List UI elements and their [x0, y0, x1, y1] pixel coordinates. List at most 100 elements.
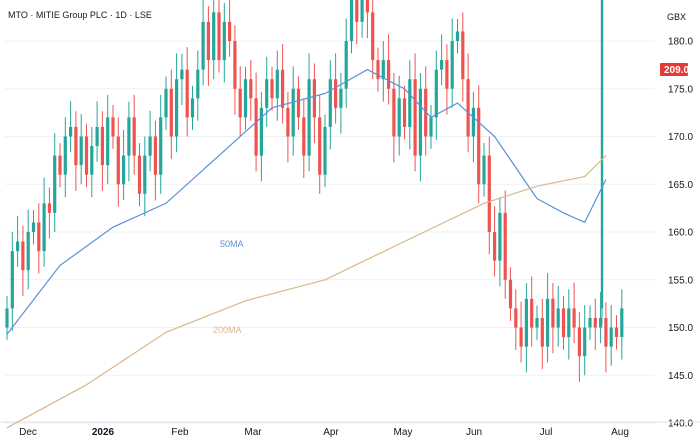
candle-body [196, 69, 200, 99]
candle-body [190, 98, 195, 118]
candlestick-series [5, 0, 624, 382]
candle-body [471, 107, 475, 137]
candle-body [413, 79, 417, 156]
candle-body [90, 146, 94, 175]
candle-body [514, 308, 518, 328]
candle-body [344, 41, 348, 89]
candle-body [42, 203, 46, 252]
y-tick-label: 140.0 [668, 419, 693, 430]
candle-body [387, 60, 391, 89]
candle-body [609, 327, 613, 347]
candle-body [10, 251, 14, 309]
candle-body [614, 327, 619, 338]
candle-body [212, 12, 216, 61]
candle-body [519, 327, 523, 347]
candle-body [122, 155, 126, 185]
candle-body [69, 126, 73, 137]
y-tick-label: 160.0 [668, 228, 693, 239]
candle-body [79, 136, 83, 166]
candle-body [328, 79, 332, 127]
last-price-marker: 209.0 [660, 63, 689, 76]
x-tick-label: Apr [323, 427, 339, 438]
candle-body [487, 155, 491, 232]
candle-body [132, 117, 136, 156]
candle-body [556, 308, 560, 328]
candle-body [360, 0, 364, 22]
currency-label: GBX [667, 12, 686, 22]
candle-body [503, 212, 507, 280]
candle-body [450, 41, 454, 89]
candle-body [334, 79, 338, 108]
candle-body [243, 79, 248, 118]
candle-body [561, 308, 566, 338]
candle-body [21, 241, 25, 271]
candle-body [402, 98, 407, 127]
candle-body [307, 79, 311, 156]
candle-body [180, 69, 184, 80]
candle-body [600, 0, 604, 309]
candle-body [466, 79, 470, 137]
candle-body [265, 79, 269, 108]
candle-body [445, 60, 449, 89]
candle-body [185, 69, 189, 118]
candle-body [175, 79, 179, 137]
price-axis[interactable]: 215.0210.0205.0200.0195.0190.0185.0180.0… [5, 0, 693, 430]
candle-body [429, 117, 433, 137]
candle-body [599, 317, 603, 328]
candle-body [281, 69, 285, 108]
candle-body [286, 107, 290, 137]
candle-body [302, 117, 306, 156]
candle-body [349, 0, 354, 41]
ma-label-50ma: 50MA [220, 239, 244, 249]
candle-body [100, 126, 104, 166]
chart-title: MTO · MITIE Group PLC · 1D · LSE [8, 10, 152, 20]
candle-body [583, 327, 587, 357]
candle-body [540, 317, 544, 347]
candle-body [477, 107, 481, 185]
candle-body [249, 79, 253, 99]
candle-body [111, 117, 115, 137]
candle-body [620, 308, 624, 338]
candle-body [577, 327, 581, 357]
candle-body [397, 98, 401, 137]
ma-label-200ma: 200MA [213, 325, 242, 335]
candle-body [127, 117, 131, 156]
candle-body [408, 79, 412, 127]
x-tick-label: Mar [244, 427, 262, 438]
y-tick-label: 165.0 [668, 180, 693, 191]
candle-body [201, 21, 205, 70]
x-tick-label: Feb [171, 427, 189, 438]
candle-body [355, 0, 359, 22]
candle-body [593, 317, 597, 328]
candle-body [498, 212, 502, 261]
candle-body [567, 308, 571, 338]
candle-body [546, 298, 550, 347]
candle-body [418, 88, 422, 156]
y-tick-label: 145.0 [668, 371, 693, 382]
candle-body [312, 79, 316, 118]
candle-body [434, 69, 438, 118]
candle-body [143, 155, 147, 194]
y-tick-label: 170.0 [668, 132, 693, 143]
candle-body [381, 60, 385, 80]
candle-body [365, 0, 369, 13]
candle-body [53, 155, 57, 213]
candle-body [37, 222, 41, 252]
candle-body [318, 117, 322, 175]
y-tick-label: 175.0 [668, 84, 693, 95]
x-tick-label: May [394, 427, 413, 438]
candle-body [58, 155, 62, 175]
candle-body [291, 88, 295, 137]
moving-average-lines: 50MA 200MA [6, 68, 607, 429]
candle-body [440, 60, 444, 70]
ma-line-200ma [6, 155, 607, 429]
candle-body [233, 41, 237, 89]
candle-body [259, 107, 263, 156]
candle-body [535, 317, 539, 328]
candle-body [116, 136, 120, 185]
candle-body [508, 279, 513, 309]
candle-body [164, 88, 168, 118]
time-axis[interactable]: Dec 2026 Feb Mar Apr May Jun Jul Aug [0, 421, 700, 438]
x-tick-label: Dec [19, 427, 37, 438]
